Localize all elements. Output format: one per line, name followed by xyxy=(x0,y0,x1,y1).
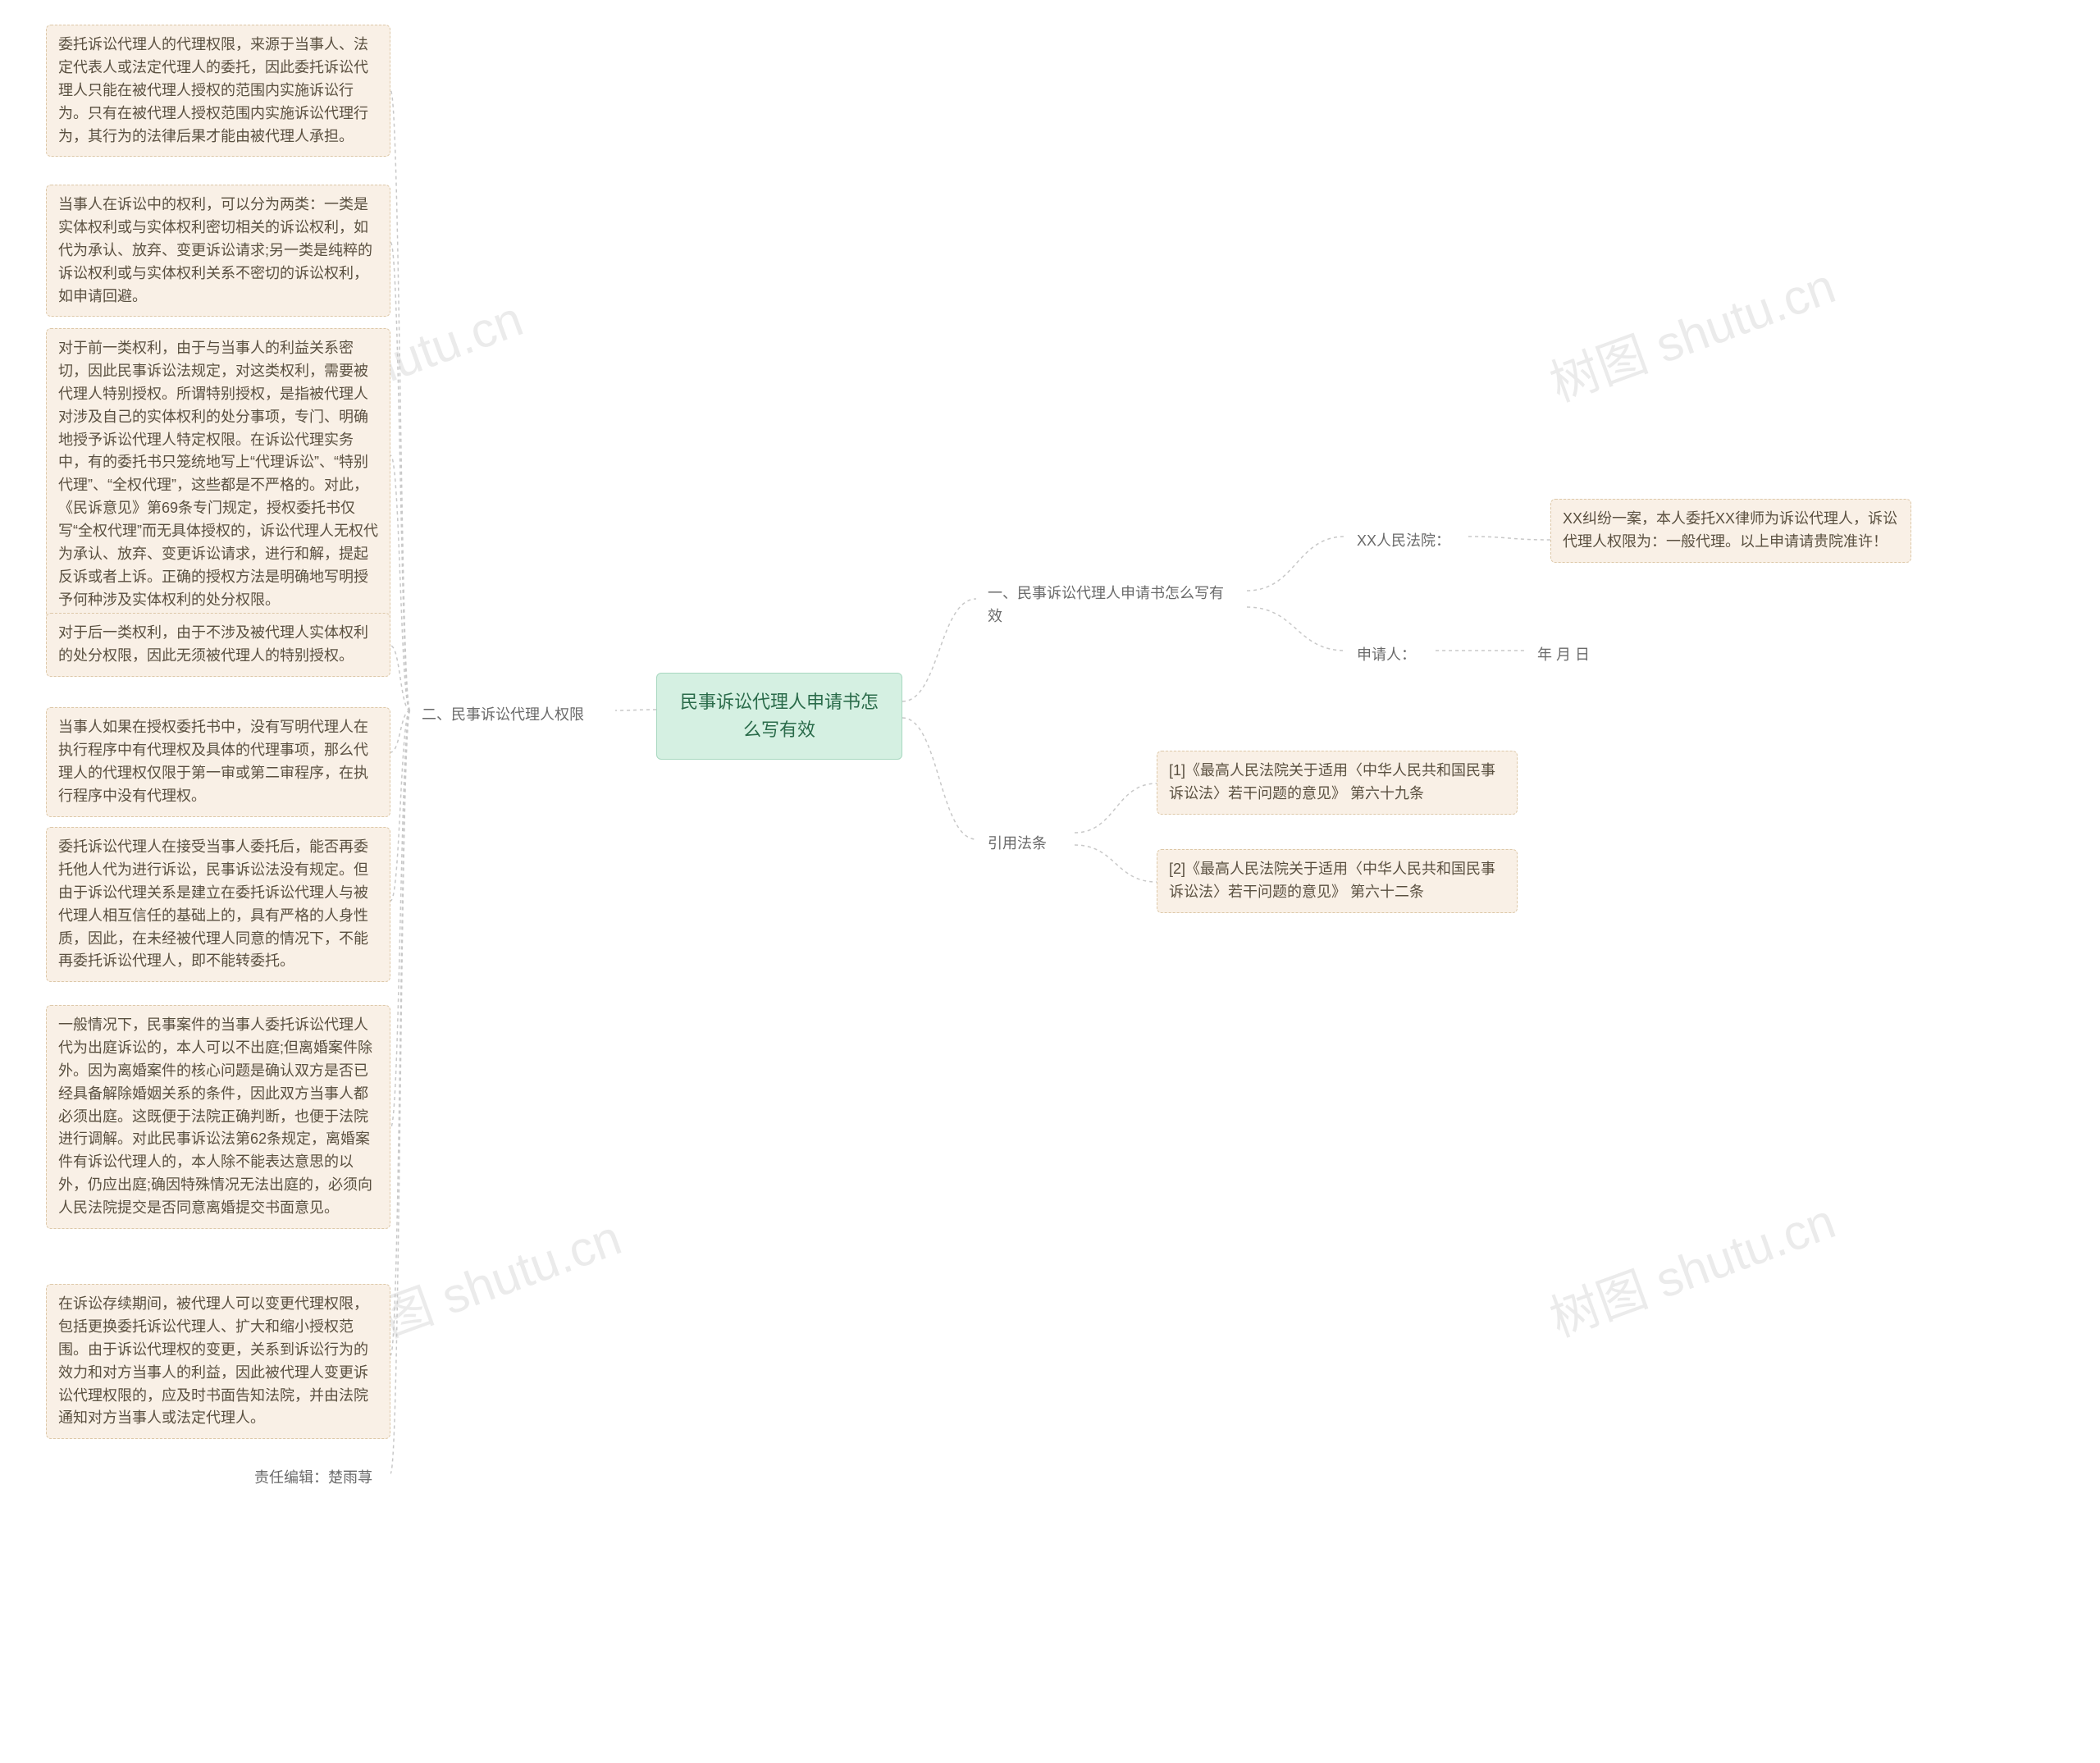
para-2: 当事人在诉讼中的权利，可以分为两类：一类是实体权利或与实体权利密切相关的诉讼权利… xyxy=(46,185,390,317)
cite1-text: [1]《最高人民法院关于适用〈中华人民共和国民事诉讼法〉若干问题的意见》 第六十… xyxy=(1169,762,1495,802)
root-title: 民事诉讼代理人申请书怎么写有效 xyxy=(680,692,879,740)
court-body-text: XX纠纷一案，本人委托XX律师为诉讼代理人，诉讼代理人权限为：一般代理。以上申请… xyxy=(1563,510,1897,550)
section1-text: 一、民事诉讼代理人申请书怎么写有效 xyxy=(988,585,1224,624)
applicant-label: 申请人： xyxy=(1345,636,1436,675)
cite-title: 引用法条 xyxy=(976,824,1075,864)
editor-text: 责任编辑：楚雨荨 xyxy=(254,1469,372,1486)
cite-title-text: 引用法条 xyxy=(988,835,1047,852)
para4-text: 对于后一类权利，由于不涉及被代理人实体权利的处分权限，因此无须被代理人的特别授权… xyxy=(58,624,368,664)
editor-credit: 责任编辑：楚雨荨 xyxy=(243,1459,390,1498)
cite2-text: [2]《最高人民法院关于适用〈中华人民共和国民事诉讼法〉若干问题的意见》 第六十… xyxy=(1169,861,1495,900)
watermark: 树图 shutu.cn xyxy=(1539,246,1843,415)
root-node: 民事诉讼代理人申请书怎么写有效 xyxy=(656,673,902,760)
watermark: 树图 shutu.cn xyxy=(1539,1181,1843,1350)
section1-title: 一、民事诉讼代理人申请书怎么写有效 xyxy=(976,574,1247,637)
para8-text: 在诉讼存续期间，被代理人可以变更代理权限，包括更换委托诉讼代理人、扩大和缩小授权… xyxy=(58,1295,368,1426)
date-label: 年 月 日 xyxy=(1526,636,1608,675)
court-body: XX纠纷一案，本人委托XX律师为诉讼代理人，诉讼代理人权限为：一般代理。以上申请… xyxy=(1550,499,1911,563)
para6-text: 委托诉讼代理人在接受当事人委托后，能否再委托他人代为进行诉讼，民事诉讼法没有规定… xyxy=(58,838,368,969)
mindmap-canvas: 树图 shutu.cn 树图 shutu.cn 树图 shutu.cn 树图 s… xyxy=(0,0,2100,1763)
cite-item-1: [1]《最高人民法院关于适用〈中华人民共和国民事诉讼法〉若干问题的意见》 第六十… xyxy=(1157,751,1518,815)
para-3: 对于前一类权利，由于与当事人的利益关系密切，因此民事诉讼法规定，对这类权利，需要… xyxy=(46,328,390,621)
para-6: 委托诉讼代理人在接受当事人委托后，能否再委托他人代为进行诉讼，民事诉讼法没有规定… xyxy=(46,827,390,982)
para-4: 对于后一类权利，由于不涉及被代理人实体权利的处分权限，因此无须被代理人的特别授权… xyxy=(46,613,390,677)
cite-item-2: [2]《最高人民法院关于适用〈中华人民共和国民事诉讼法〉若干问题的意见》 第六十… xyxy=(1157,849,1518,913)
applicant-label-text: 申请人： xyxy=(1357,646,1416,663)
para1-text: 委托诉讼代理人的代理权限，来源于当事人、法定代表人或法定代理人的委托，因此委托诉… xyxy=(58,36,368,144)
para-8: 在诉讼存续期间，被代理人可以变更代理权限，包括更换委托诉讼代理人、扩大和缩小授权… xyxy=(46,1284,390,1439)
section2-text: 二、民事诉讼代理人权限 xyxy=(422,706,584,723)
para-7: 一般情况下，民事案件的当事人委托诉讼代理人代为出庭诉讼的，本人可以不出庭;但离婚… xyxy=(46,1005,390,1229)
court-label-text: XX人民法院： xyxy=(1357,532,1450,549)
para3-text: 对于前一类权利，由于与当事人的利益关系密切，因此民事诉讼法规定，对这类权利，需要… xyxy=(58,340,378,608)
para5-text: 当事人如果在授权委托书中，没有写明代理人在执行程序中有代理权及具体的代理事项，那… xyxy=(58,719,368,804)
court-label: XX人民法院： xyxy=(1345,522,1468,561)
para-1: 委托诉讼代理人的代理权限，来源于当事人、法定代表人或法定代理人的委托，因此委托诉… xyxy=(46,25,390,157)
section2-title: 二、民事诉讼代理人权限 xyxy=(410,696,615,735)
date-text: 年 月 日 xyxy=(1537,646,1590,663)
para-5: 当事人如果在授权委托书中，没有写明代理人在执行程序中有代理权及具体的代理事项，那… xyxy=(46,707,390,817)
para7-text: 一般情况下，民事案件的当事人委托诉讼代理人代为出庭诉讼的，本人可以不出庭;但离婚… xyxy=(58,1016,372,1216)
para2-text: 当事人在诉讼中的权利，可以分为两类：一类是实体权利或与实体权利密切相关的诉讼权利… xyxy=(58,196,372,304)
